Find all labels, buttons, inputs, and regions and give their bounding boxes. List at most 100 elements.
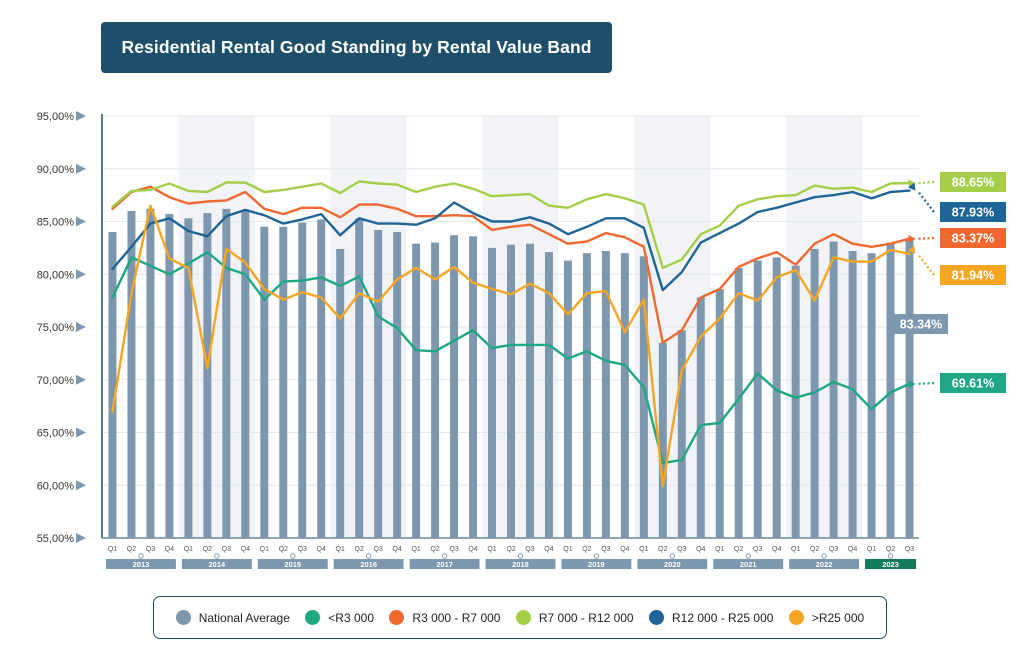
x-tick-label: Q1 bbox=[184, 546, 193, 553]
year-bar bbox=[257, 559, 328, 569]
y-tick-label: 80,00% bbox=[37, 269, 75, 281]
year-bar bbox=[106, 559, 176, 569]
x-tick-label: Q1 bbox=[487, 546, 496, 553]
bar bbox=[677, 330, 686, 538]
bar bbox=[734, 267, 743, 538]
year-label: 2017 bbox=[436, 560, 453, 569]
chart-title: Residential Rental Good Standing by Rent… bbox=[121, 37, 592, 57]
y-tick-arrow-icon bbox=[76, 111, 86, 121]
year-marker-icon bbox=[887, 553, 894, 559]
y-tick-arrow-icon bbox=[76, 374, 86, 385]
year-marker-icon bbox=[214, 553, 220, 559]
series-line bbox=[111, 189, 911, 292]
bar bbox=[260, 226, 269, 538]
x-tick-label: Q3 bbox=[222, 546, 231, 553]
x-tick-label: Q1 bbox=[791, 546, 800, 553]
end-label-arrow-icon bbox=[908, 182, 916, 191]
year-bar bbox=[865, 559, 916, 569]
year-marker-icon bbox=[517, 553, 524, 559]
bar-end-label-text: 83.34% bbox=[900, 318, 942, 332]
x-tick-label: Q1 bbox=[336, 546, 345, 553]
y-tick-arrow-icon bbox=[76, 269, 86, 280]
x-tick-label: Q3 bbox=[525, 546, 534, 553]
bar bbox=[374, 229, 383, 538]
bar bbox=[355, 218, 364, 538]
end-label-box bbox=[940, 202, 1006, 222]
end-label-text: 81.94% bbox=[952, 269, 994, 283]
end-label-arrow-icon bbox=[908, 245, 916, 254]
end-label-arrow-icon bbox=[908, 234, 916, 243]
x-tick-label: Q4 bbox=[317, 546, 326, 553]
x-tick-label: Q4 bbox=[241, 546, 250, 553]
end-label-connector bbox=[917, 180, 935, 185]
end-label-connector bbox=[917, 236, 935, 240]
legend-swatch-icon bbox=[175, 610, 191, 625]
bar bbox=[450, 235, 459, 538]
end-label-text: 83.37% bbox=[952, 232, 994, 246]
end-label-box bbox=[940, 265, 1006, 285]
end-label-text: 88.65% bbox=[952, 176, 994, 190]
year-marker-icon bbox=[593, 553, 600, 559]
x-tick-label: Q2 bbox=[355, 546, 364, 553]
chart-title-box: Residential Rental Good Standing by Rent… bbox=[101, 22, 612, 73]
x-tick-label: Q4 bbox=[544, 546, 553, 553]
series-line bbox=[111, 204, 911, 488]
bar bbox=[412, 243, 421, 538]
bar bbox=[241, 210, 250, 538]
legend-item: R3 000 - R7 000 bbox=[389, 610, 500, 625]
legend-label: >R25 000 bbox=[811, 610, 865, 625]
x-tick-label: Q1 bbox=[715, 546, 724, 553]
x-tick-label: Q4 bbox=[848, 546, 857, 553]
year-label: 2013 bbox=[133, 560, 150, 569]
y-tick-label: 95,00% bbox=[37, 111, 75, 123]
bar bbox=[507, 244, 515, 538]
bar bbox=[544, 252, 553, 538]
x-tick-label: Q4 bbox=[620, 546, 629, 553]
legend-item: >R25 000 bbox=[788, 610, 865, 625]
end-label-box bbox=[940, 172, 1006, 192]
x-tick-label: Q1 bbox=[260, 546, 269, 553]
y-tick-label: 55,00% bbox=[37, 533, 75, 545]
y-tick-label: 90,00% bbox=[37, 164, 75, 176]
x-tick-label: Q3 bbox=[146, 546, 155, 553]
bar bbox=[829, 241, 838, 539]
bar bbox=[336, 248, 345, 538]
year-marker-icon bbox=[365, 553, 372, 559]
x-tick-label: Q3 bbox=[298, 546, 307, 553]
x-tick-label: Q3 bbox=[829, 546, 838, 553]
end-label-text: 69.61% bbox=[952, 377, 994, 391]
x-tick-label: Q1 bbox=[411, 546, 420, 553]
bar bbox=[469, 236, 478, 538]
bar bbox=[772, 257, 781, 538]
bar bbox=[639, 256, 648, 538]
year-marker-icon bbox=[290, 553, 296, 559]
bar bbox=[715, 289, 724, 538]
x-tick-label: Q3 bbox=[753, 546, 762, 553]
legend-label: R7 000 - R12 000 bbox=[538, 610, 634, 625]
year-bar bbox=[485, 559, 556, 569]
end-label-box bbox=[940, 373, 1006, 393]
x-tick-label: Q1 bbox=[563, 546, 572, 553]
year-marker-icon bbox=[138, 553, 144, 559]
year-bar bbox=[333, 559, 404, 569]
year-label: 2022 bbox=[816, 560, 833, 569]
x-tick-label: Q1 bbox=[108, 546, 117, 553]
bar bbox=[298, 222, 307, 538]
bar bbox=[905, 239, 914, 538]
x-tick-label: Q2 bbox=[506, 546, 515, 553]
x-tick-label: Q1 bbox=[867, 546, 876, 553]
bar bbox=[393, 232, 402, 539]
bar bbox=[582, 253, 591, 538]
year-marker-icon bbox=[441, 553, 448, 559]
legend-label: R3 000 - R7 000 bbox=[412, 610, 501, 625]
x-tick-label: Q3 bbox=[905, 546, 914, 553]
year-marker-icon bbox=[669, 553, 676, 559]
y-tick-arrow-icon bbox=[76, 427, 86, 438]
bar bbox=[563, 260, 572, 538]
legend-label: <R3 000 bbox=[328, 610, 374, 625]
bar bbox=[488, 247, 497, 538]
x-tick-label: Q2 bbox=[279, 546, 288, 553]
year-bar bbox=[409, 559, 480, 569]
bar bbox=[753, 260, 762, 538]
year-label: 2020 bbox=[664, 560, 681, 569]
